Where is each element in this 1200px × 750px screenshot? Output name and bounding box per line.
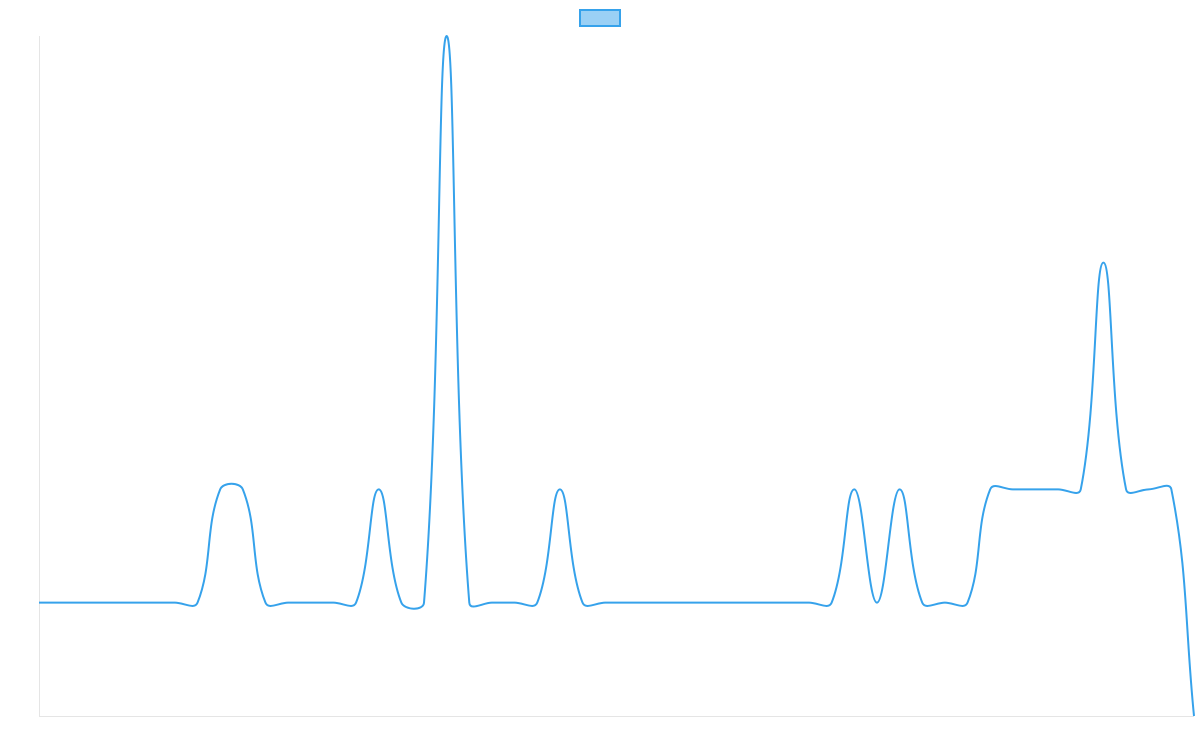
legend-swatch <box>579 9 621 27</box>
line-series <box>39 34 1195 717</box>
